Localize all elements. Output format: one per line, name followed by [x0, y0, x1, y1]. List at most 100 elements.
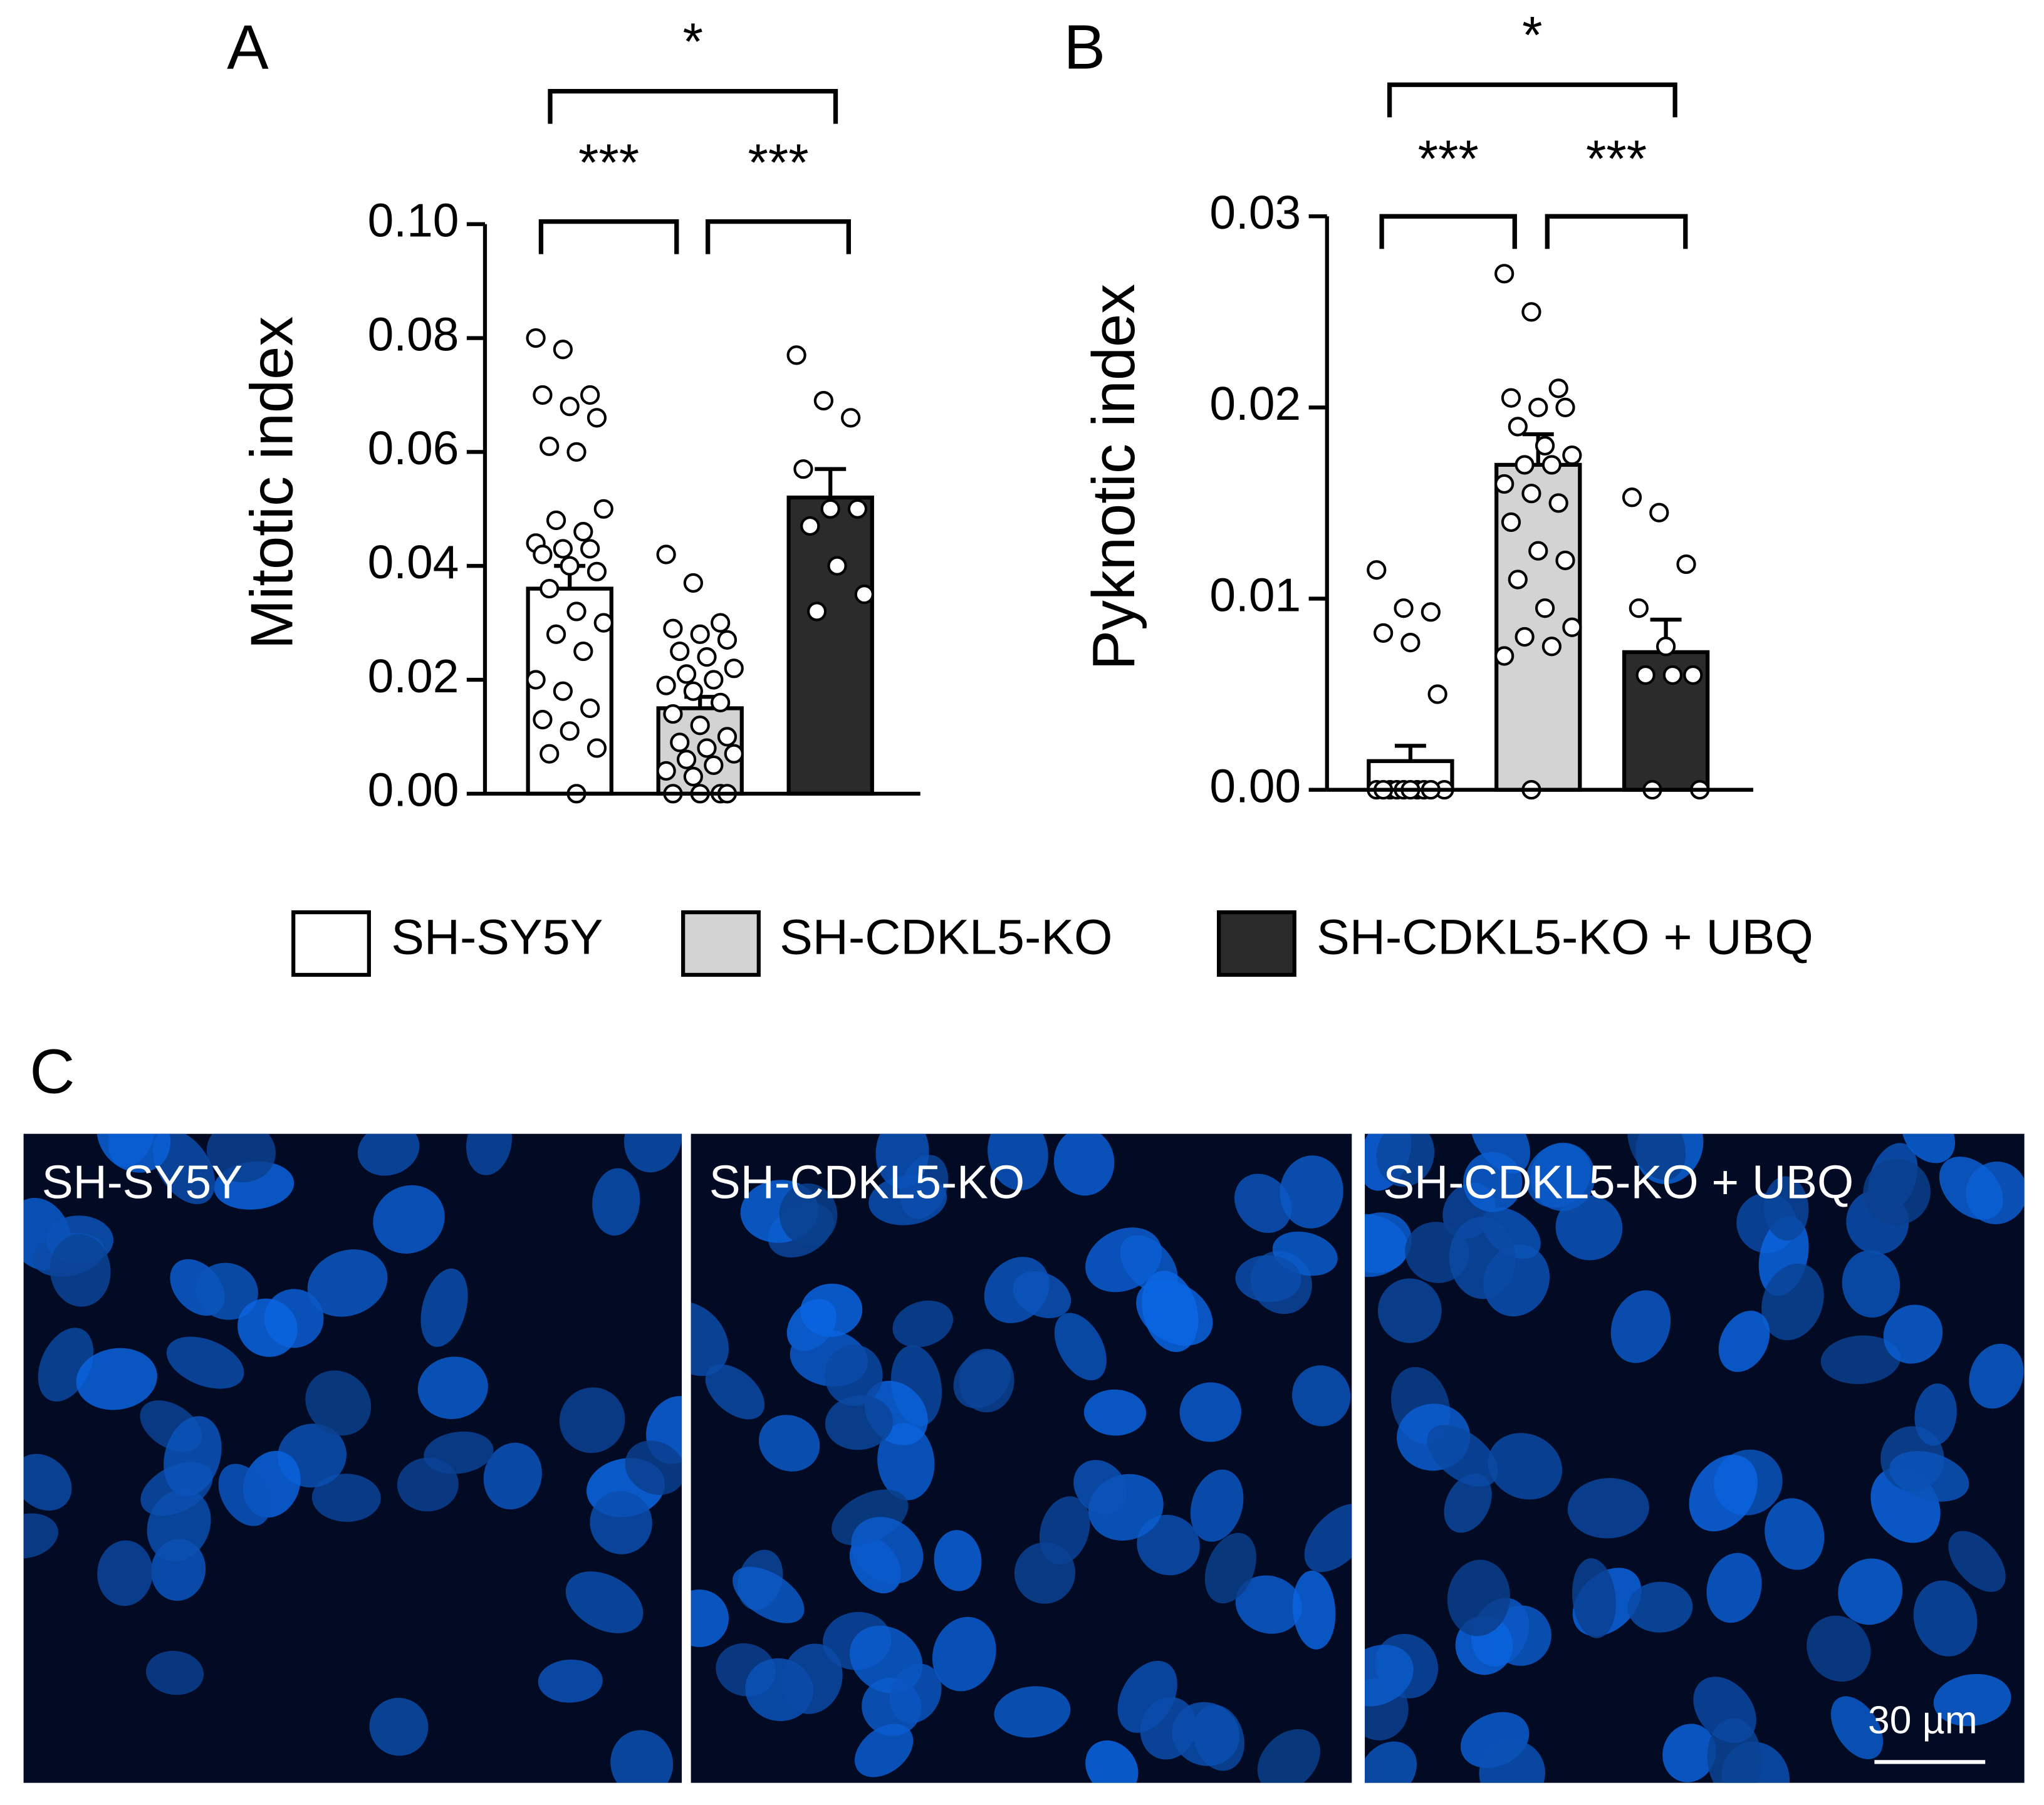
nucleus	[1083, 1389, 1147, 1436]
data-point	[526, 328, 546, 348]
nucleus	[1969, 1343, 2024, 1409]
significance-label: *	[683, 13, 703, 71]
data-point	[553, 539, 573, 559]
nucleus	[1179, 1382, 1241, 1442]
nucleus	[1479, 1740, 1545, 1783]
data-point	[1515, 455, 1535, 475]
data-point	[560, 721, 580, 741]
nucleus	[988, 1133, 1048, 1191]
nucleus	[1054, 1313, 1107, 1381]
data-point	[587, 738, 607, 758]
nucleus	[592, 1168, 640, 1236]
nucleus	[424, 1431, 494, 1474]
data-point	[1562, 617, 1582, 637]
nucleus	[1763, 1176, 1809, 1241]
significance-label: *	[1522, 6, 1542, 64]
data-point	[566, 601, 587, 622]
data-point	[690, 624, 710, 644]
nucleus	[1085, 1740, 1139, 1783]
nucleus	[1447, 1559, 1510, 1636]
data-point	[717, 727, 738, 747]
nucleus	[96, 1133, 171, 1173]
significance-label: ***	[1418, 130, 1479, 188]
nucleus	[357, 1133, 420, 1176]
data-point	[670, 732, 690, 752]
data-point	[546, 624, 566, 644]
data-point	[786, 345, 806, 365]
nucleus	[825, 1345, 883, 1406]
legend-label: SH-CDKL5-KO + UBQ	[1317, 909, 1813, 965]
nucleus	[1939, 1157, 2003, 1220]
data-point	[724, 658, 744, 679]
nucleus	[1889, 1451, 1969, 1502]
nucleus	[984, 1257, 1050, 1323]
nuclei	[691, 1133, 1352, 1783]
nucleus	[705, 1364, 765, 1420]
significance-bracket	[1545, 214, 1688, 249]
data-point	[1635, 665, 1656, 685]
data-point	[697, 738, 717, 758]
nucleus	[1085, 1227, 1162, 1293]
data-point	[1541, 455, 1562, 475]
legend-swatch	[1216, 910, 1296, 977]
nucleus	[1761, 1263, 1824, 1341]
data-point	[1535, 435, 1555, 456]
data-point	[1622, 487, 1642, 507]
image-label: SH-CDKL5-KO + UBQ	[1383, 1156, 1854, 1209]
image-label: SH-SY5Y	[42, 1156, 242, 1209]
nucleus	[23, 1513, 58, 1559]
nucleus	[1449, 1217, 1516, 1299]
nucleus	[625, 1440, 682, 1495]
nucleus	[1488, 1433, 1563, 1500]
nucleus	[953, 1350, 1011, 1408]
data-point	[813, 390, 834, 411]
nucleus	[889, 1663, 942, 1724]
legend-label: SH-SY5Y	[391, 909, 603, 965]
data-point	[1421, 602, 1441, 622]
data-point	[560, 556, 580, 576]
nucleus	[691, 1589, 729, 1647]
data-point	[553, 681, 573, 701]
data-point	[580, 539, 600, 559]
data-point	[587, 561, 607, 581]
y-tick-label: 0.04	[368, 536, 459, 588]
data-point	[580, 698, 600, 719]
data-point	[676, 664, 697, 684]
nucleus	[305, 1370, 372, 1436]
data-point	[1528, 541, 1548, 561]
nucleus	[800, 1283, 863, 1337]
nucleus	[369, 1697, 429, 1756]
nucleus	[1830, 1696, 1884, 1759]
significance-label: ***	[748, 133, 808, 192]
data-point	[1494, 474, 1515, 494]
data-point	[540, 436, 560, 456]
nucleus	[311, 1474, 381, 1522]
data-point	[1367, 560, 1387, 580]
y-tick-label: 0.02	[1209, 377, 1301, 430]
data-point	[1676, 554, 1696, 575]
data-point	[1629, 598, 1649, 618]
data-point	[1528, 397, 1548, 417]
legend-label: SH-CDKL5-KO	[780, 909, 1112, 965]
data-point	[580, 385, 600, 405]
nucleus	[164, 1416, 222, 1497]
significance-label: ***	[578, 133, 639, 192]
nucleus	[417, 1356, 488, 1419]
nucleus	[691, 1301, 729, 1376]
nucleus	[892, 1300, 954, 1348]
nucleus	[559, 1387, 625, 1454]
nucleus	[196, 1262, 258, 1320]
nucleus	[1140, 1697, 1197, 1760]
data-point	[1515, 627, 1535, 647]
nucleus	[758, 1415, 820, 1472]
data-point	[546, 510, 566, 531]
panel-label: A	[227, 13, 269, 83]
nucleus	[307, 1249, 388, 1317]
data-point	[1521, 302, 1541, 322]
data-point	[800, 516, 820, 536]
bar	[786, 495, 874, 796]
nucleus	[1718, 1311, 1770, 1372]
nucleus	[875, 1133, 929, 1189]
nucleus	[76, 1348, 157, 1410]
